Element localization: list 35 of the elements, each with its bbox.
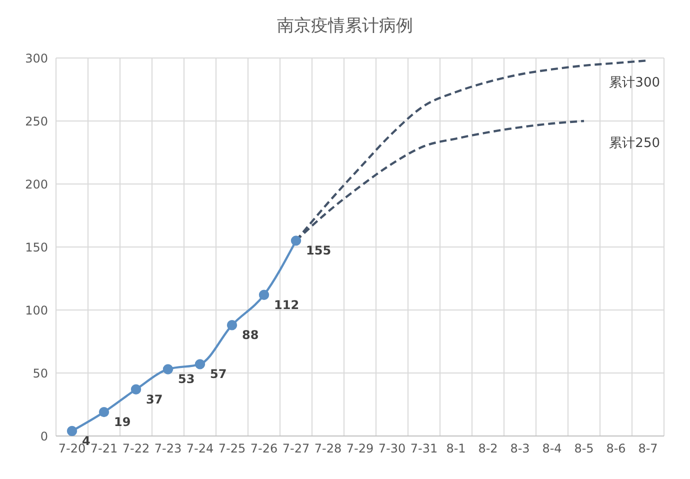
x-tick-label: 8-5 bbox=[574, 442, 594, 456]
data-label: 57 bbox=[210, 367, 227, 382]
data-label: 112 bbox=[274, 298, 300, 312]
data-label: 88 bbox=[242, 328, 259, 342]
x-tick-label: 7-30 bbox=[378, 442, 406, 456]
x-tick-label: 8-6 bbox=[606, 442, 626, 456]
y-tick-label: 200 bbox=[25, 177, 48, 192]
series-label: 累计300 bbox=[609, 76, 660, 91]
y-tick-label: 0 bbox=[40, 429, 48, 444]
x-tick-label: 7-22 bbox=[122, 442, 150, 456]
x-tick-label: 7-29 bbox=[346, 442, 374, 456]
x-tick-label: 7-21 bbox=[90, 442, 118, 456]
x-tick-label: 7-25 bbox=[218, 442, 246, 456]
x-tick-label: 8-4 bbox=[542, 442, 562, 456]
y-tick-label: 100 bbox=[25, 303, 48, 318]
x-tick-label: 8-3 bbox=[510, 442, 530, 456]
y-tick-label: 50 bbox=[32, 366, 48, 380]
x-tick-label: 7-26 bbox=[250, 442, 278, 456]
data-label: 53 bbox=[178, 372, 195, 386]
y-tick-label: 150 bbox=[25, 240, 48, 254]
chart-title: 南京疫情累计病例 bbox=[276, 15, 414, 38]
data-label: 155 bbox=[306, 244, 332, 258]
text: 累计250 bbox=[609, 136, 660, 151]
y-tick-label: 250 bbox=[25, 114, 48, 128]
data-label: 37 bbox=[146, 392, 163, 406]
y-tick-label: 300 bbox=[25, 51, 48, 66]
x-tick-label: 8-2 bbox=[478, 442, 498, 456]
x-tick-label: 7-23 bbox=[154, 442, 182, 456]
x-tick-label: 7-28 bbox=[314, 442, 342, 456]
x-tick-label: 7-31 bbox=[410, 442, 438, 456]
x-tick-label: 7-24 bbox=[186, 442, 214, 456]
data-label: 19 bbox=[114, 415, 131, 430]
x-tick-label: 7-27 bbox=[282, 442, 310, 456]
x-tick-label: 8-7 bbox=[638, 442, 658, 456]
x-tick-label: 8-1 bbox=[446, 442, 466, 456]
